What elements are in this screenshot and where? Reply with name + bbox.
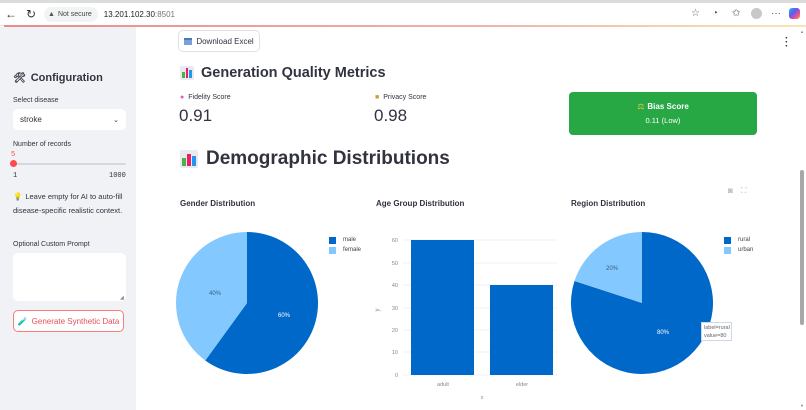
legend-item-female[interactable]: female [329,245,361,255]
gender-chart-title: Gender Distribution [180,199,256,208]
pie-slice-urban[interactable] [574,232,642,303]
privacy-value: 0.98 [374,106,408,125]
camera-icon[interactable]: ◙ [728,186,733,195]
main-content: Download Excel · · · Generation Quality Me… [136,27,806,410]
star-icon[interactable]: ☆ [691,8,700,19]
custom-prompt-input[interactable] [13,253,126,301]
tab-strip [0,0,806,3]
svg-text:40%: 40% [209,291,222,297]
scroll-down-icon[interactable]: ▼ [800,403,804,408]
demographics-heading: Demographic Distributions [180,148,450,170]
lightbulb-icon: 💡 [13,192,23,201]
chart-modebar: ◙ ⛶ [728,186,746,196]
disease-select-value: stroke [20,115,42,124]
svg-text:30: 30 [392,306,398,312]
bar-elder[interactable] [490,285,553,375]
security-indicator[interactable]: ▲ Not secure [44,7,98,22]
legend-item-rural[interactable]: rural [724,235,753,245]
lock-icon: ■ [375,94,380,101]
fullscreen-icon[interactable]: ⛶ [740,186,747,195]
records-slider-track[interactable] [13,163,126,165]
pie-slice-male[interactable] [205,232,319,374]
region-legend: rural urban [724,235,753,255]
prompt-hint: 💡 Leave empty for AI to auto-fill disease… [13,192,123,215]
disease-label: Select disease [13,97,59,104]
resize-handle-icon[interactable]: ◢ [120,295,124,301]
quality-metrics-heading: Generation Quality Metrics [180,65,386,81]
app-menu-icon[interactable]: · · · [785,33,789,52]
svg-text:60: 60 [392,238,398,244]
bias-score-card: ⚖ Bias Score 0.11 (Low) [569,92,757,135]
bias-value: 0.11 (Low) [645,116,681,125]
generate-synthetic-data-button[interactable]: 🧪 Generate Synthetic Data [13,310,124,332]
fidelity-label: ● Fidelity Score [180,94,231,101]
gender-legend: male female [329,235,361,255]
svg-text:60%: 60% [278,313,291,319]
copilot-icon[interactable] [789,8,800,19]
svg-text:50: 50 [392,261,398,267]
tools-icon: 🛠 [13,72,26,84]
gender-pie-chart[interactable]: 60% 40% [172,227,322,377]
bar-chart-icon [180,150,198,168]
svg-text:20: 20 [392,328,398,334]
slider-max-label: 1000 [109,172,126,180]
bar-chart-icon [180,66,194,80]
bias-label: ⚖ Bias Score [637,102,689,111]
scroll-up-icon[interactable]: ▲ [800,29,804,34]
balance-scale-icon: ⚖ [637,102,645,111]
records-label: Number of records [13,141,71,148]
slider-min-label: 1 [13,172,18,180]
custom-prompt-label: Optional Custom Prompt [13,241,90,248]
download-excel-button[interactable]: Download Excel [178,30,260,52]
svg-text:adult: adult [437,382,449,388]
region-chart-title: Region Distribution [571,199,646,208]
svg-text:x: x [481,395,484,401]
svg-text:y: y [375,309,381,312]
spreadsheet-icon [184,37,193,45]
chevron-down-icon: ⌄ [113,116,119,124]
age-chart-title: Age Group Distribution [376,199,465,208]
back-icon[interactable]: ← [5,7,17,21]
page-scrollbar[interactable]: ▲ ▼ [799,27,806,410]
reload-icon[interactable]: ↻ [25,7,37,21]
browser-toolbar: ← ↻ ▲ Not secure 13.201.102.30:8501 ☆ ◔ … [0,0,806,27]
brain-icon: ● [180,94,185,101]
more-icon[interactable]: ··· [771,8,781,19]
region-pie-chart[interactable]: 80% 20% [567,227,717,377]
pie-slice-rural[interactable] [570,232,713,374]
fidelity-value: 0.91 [179,106,213,125]
address-bar[interactable]: ▲ Not secure 13.201.102.30:8501 ☆ [44,6,704,23]
pie-slice-female[interactable] [176,232,247,361]
legend-item-urban[interactable]: urban [724,245,753,255]
age-bar-chart[interactable]: 0 10 20 30 40 50 60 y adult elder x [361,232,561,407]
svg-text:elder: elder [516,382,528,388]
svg-text:80%: 80% [657,330,670,336]
disease-select[interactable]: stroke ⌄ [13,109,126,130]
sidebar-title: 🛠 Configuration [13,72,103,84]
chart-hover-tooltip: label=rural value=80 [701,322,732,341]
profile-icon[interactable] [751,8,762,19]
records-slider-value: 5 [11,151,16,159]
url-text: 13.201.102.30:8501 [103,10,175,19]
bar-adult[interactable] [411,240,474,375]
security-label: Not secure [57,11,92,18]
extension-icon[interactable]: ◔ [712,8,719,19]
svg-text:0: 0 [395,373,398,379]
test-tube-icon: 🧪 [17,316,28,326]
legend-item-male[interactable]: male [329,235,361,245]
page-loading-bar [4,25,806,27]
scrollbar-thumb[interactable] [800,170,804,325]
sidebar: 🛠 Configuration Select disease stroke ⌄ … [0,27,136,410]
warning-icon: ▲ [48,11,55,18]
svg-text:10: 10 [392,350,398,356]
svg-text:20%: 20% [606,266,619,272]
favorites-icon[interactable]: ✩ [732,8,741,19]
privacy-label: ■ Privacy Score [375,94,427,101]
records-slider-thumb[interactable] [10,160,17,167]
svg-text:40: 40 [392,283,398,289]
